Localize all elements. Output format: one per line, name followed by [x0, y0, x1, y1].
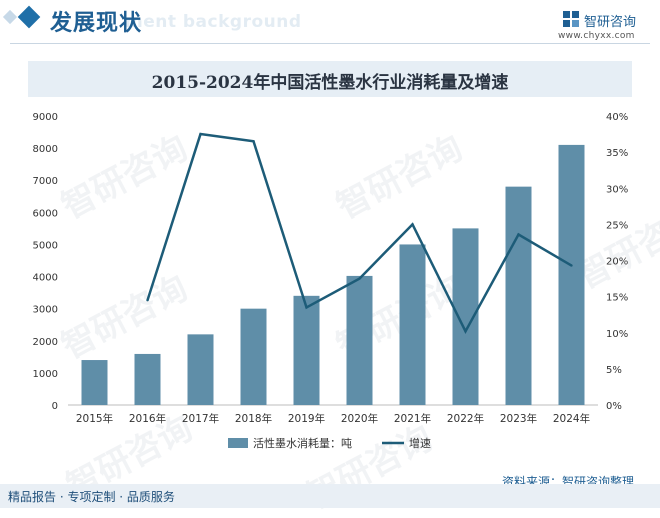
- bar: [134, 353, 161, 405]
- growth-point: [146, 299, 149, 302]
- y-left-tick-label: 4000: [33, 273, 58, 284]
- y-right-tick-label: 40%: [606, 112, 628, 123]
- legend-bar-swatch: [228, 438, 248, 448]
- x-tick-label: 2015年: [76, 412, 113, 425]
- y-left-tick-label: 1000: [33, 369, 58, 380]
- bar: [558, 144, 585, 405]
- growth-point: [199, 132, 202, 136]
- y-left-tick-label: 8000: [33, 144, 58, 155]
- y-right-tick-label: 10%: [606, 329, 628, 340]
- growth-point: [252, 140, 255, 143]
- y-right-tick-label: 15%: [606, 293, 628, 304]
- page-header: ment background 发展现状: [0, 0, 660, 48]
- y-right-tick-label: 20%: [606, 257, 628, 268]
- y-right-tick-label: 30%: [606, 184, 628, 195]
- section-title: 发展现状: [50, 11, 143, 36]
- y-left-tick-label: 3000: [33, 305, 58, 316]
- bar: [293, 295, 320, 405]
- growth-point: [570, 264, 573, 267]
- bar: [346, 275, 373, 405]
- logo-icon: [563, 11, 579, 27]
- bar: [187, 334, 214, 405]
- site-url: www.chyxx.com: [558, 31, 635, 41]
- chart-title: 2015-2024年中国活性墨水行业消耗量及增速: [151, 73, 509, 93]
- y-right-tick-label: 0%: [606, 401, 622, 412]
- y-left-tick-label: 0: [52, 401, 58, 412]
- x-tick-label: 2017年: [182, 412, 219, 425]
- y-left-tick-label: 7000: [33, 176, 58, 187]
- footer-bar: 精品报告 · 专项定制 · 品质服务: [0, 484, 660, 508]
- x-tick-label: 2016年: [129, 412, 166, 425]
- growth-point: [517, 233, 520, 236]
- x-tick-label: 2019年: [288, 412, 325, 425]
- legend-bar-label: 活性墨水消耗量：吨: [253, 436, 352, 450]
- x-tick-label: 2024年: [553, 412, 590, 425]
- y-left-tick-label: 5000: [33, 240, 58, 251]
- y-right-tick-label: 25%: [606, 220, 628, 231]
- y-right-tick-label: 5%: [606, 365, 622, 376]
- growth-point: [305, 306, 308, 309]
- growth-point: [464, 330, 467, 333]
- y-right-tick-label: 35%: [606, 148, 628, 159]
- header-ghost-text: ment background: [125, 12, 302, 32]
- x-tick-label: 2022年: [447, 412, 484, 425]
- x-tick-label: 2023年: [500, 412, 537, 425]
- bar: [505, 186, 532, 405]
- growth-point: [358, 277, 361, 280]
- y-left-tick-label: 6000: [33, 208, 58, 219]
- x-tick-label: 2018年: [235, 412, 272, 425]
- bar: [240, 308, 267, 405]
- logo-name: 智研咨询: [584, 15, 637, 30]
- bar: [399, 244, 426, 405]
- growth-point: [411, 223, 414, 226]
- y-left-tick-label: 9000: [33, 112, 58, 123]
- chart-title-bar: 2015-2024年中国活性墨水行业消耗量及增速: [28, 61, 632, 97]
- header-divider: [10, 43, 650, 44]
- x-tick-label: 2021年: [394, 412, 431, 425]
- bar: [81, 360, 108, 405]
- footer-slogan: 精品报告 · 专项定制 · 品质服务: [8, 490, 175, 504]
- x-tick-label: 2020年: [341, 412, 378, 425]
- y-left-tick-label: 2000: [33, 337, 58, 348]
- legend-line-label: 增速: [409, 436, 431, 450]
